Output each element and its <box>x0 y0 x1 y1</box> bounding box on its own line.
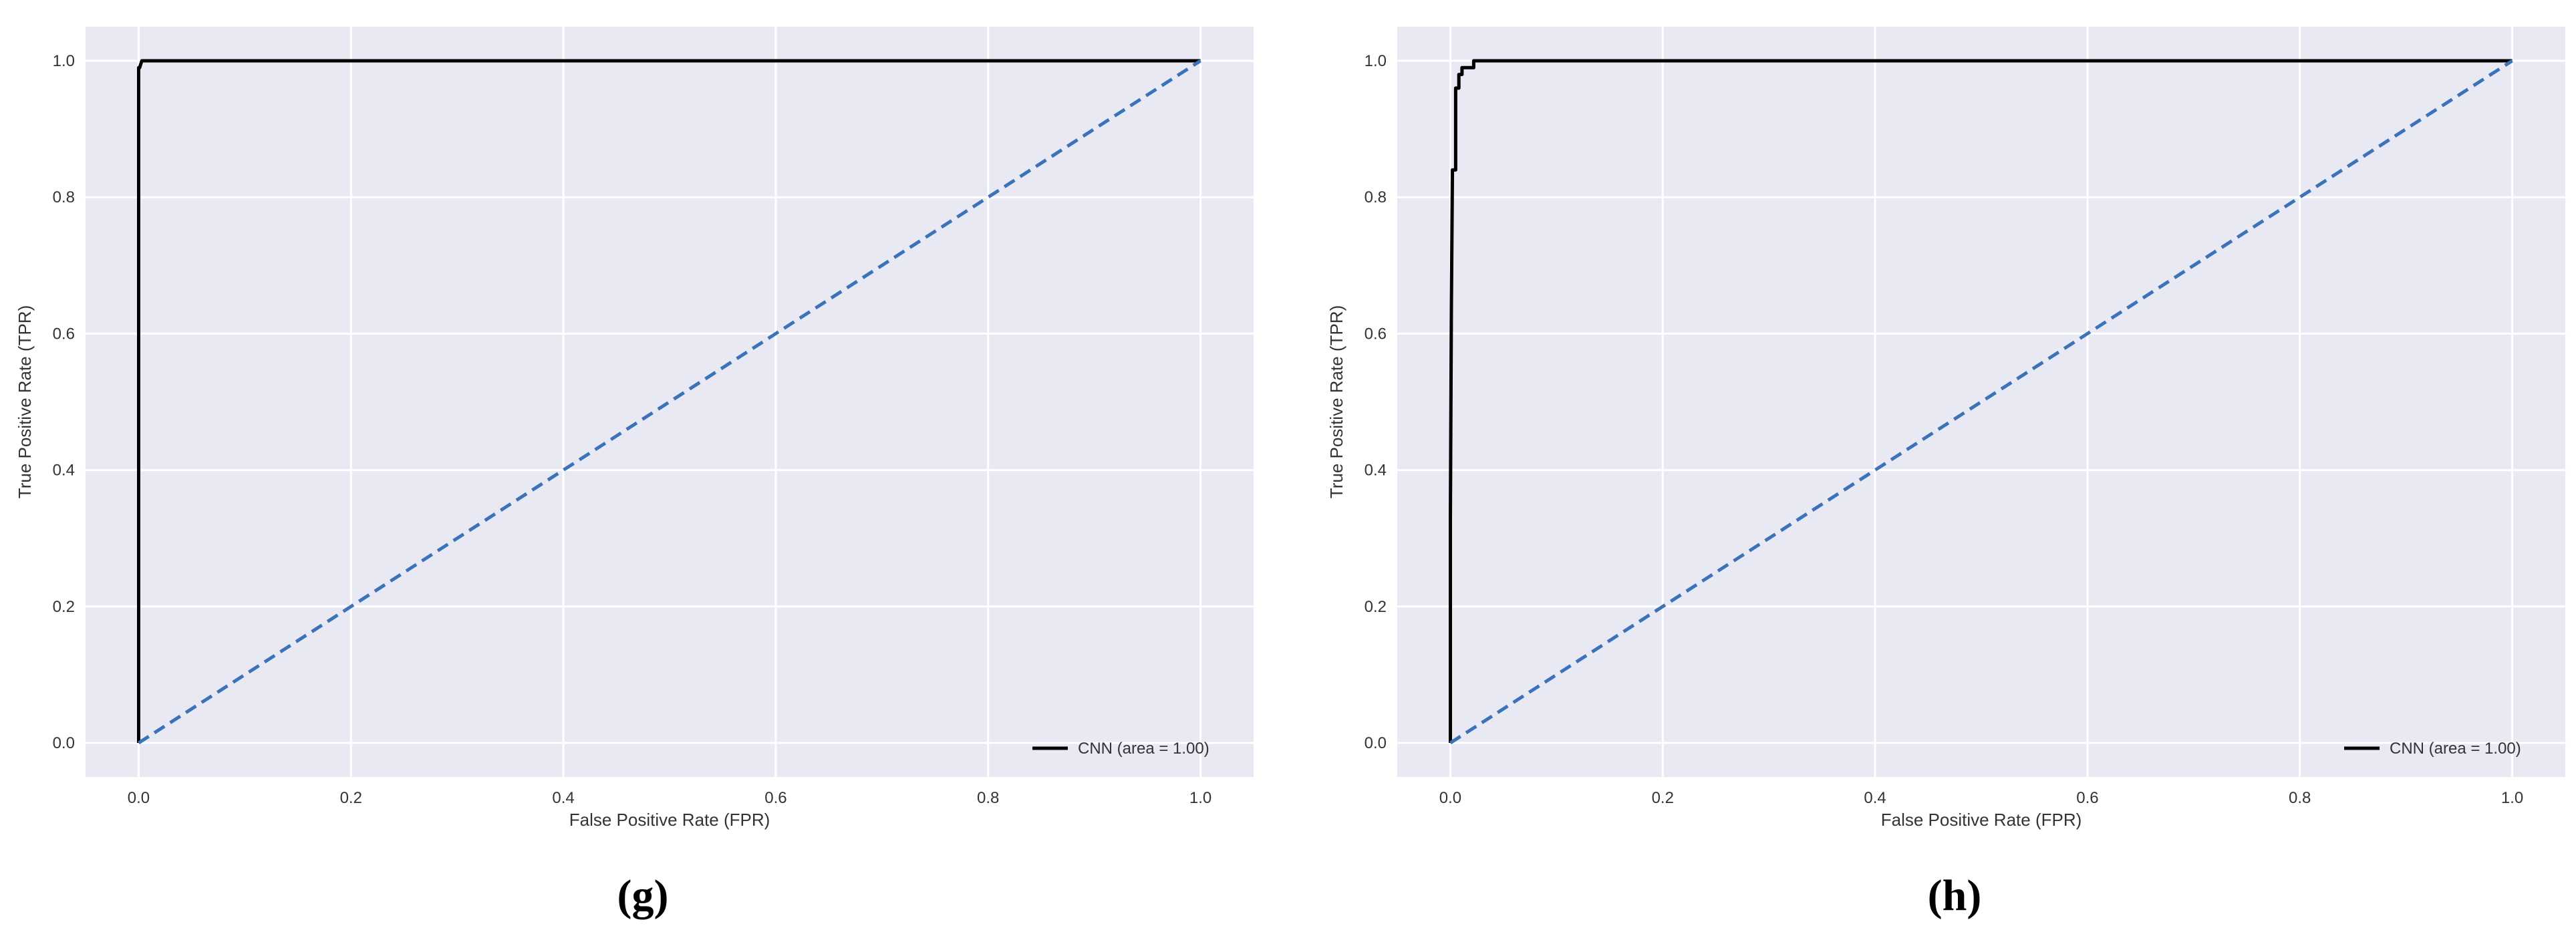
x-tick-label: 0.8 <box>2289 789 2311 807</box>
legend-label: CNN (area = 1.00) <box>1078 740 1209 758</box>
x-tick-label: 0.6 <box>764 789 786 807</box>
x-tick-label: 1.0 <box>1189 789 1211 807</box>
roc-curve-line <box>1449 59 2513 743</box>
roc-chart-g: 0.0 0.2 0.4 0.6 0.8 1.0 0.0 0.2 0.4 0.6 0.8 1.0 Fals… <box>15 27 1254 920</box>
y-tick-label: 0.0 <box>53 734 75 752</box>
y-tick-label: 0.6 <box>1365 325 1387 343</box>
x-tick-label: 0.2 <box>1652 789 1674 807</box>
x-axis-title: False Positive Rate (FPR) <box>569 810 770 830</box>
roc-panel-g: 0.0 0.2 0.4 0.6 0.8 1.0 0.0 0.2 0.4 0.6 0.8 1.0 Fals… <box>15 27 1254 920</box>
y-tick-label: 0.4 <box>53 462 75 480</box>
x-tick-label: 0.4 <box>552 789 574 807</box>
x-tick-label: 0.4 <box>1864 789 1886 807</box>
chance-diagonal-line <box>1449 59 2513 745</box>
y-tick-label: 1.0 <box>53 52 75 70</box>
x-tick-label: 1.0 <box>2501 789 2523 807</box>
y-axis-title: True Positive Rate (TPR) <box>15 305 35 498</box>
x-tick-label: 0.2 <box>340 789 362 807</box>
panel-caption: (g) <box>617 871 669 920</box>
y-tick-label: 0.2 <box>53 598 75 616</box>
plot-area <box>1397 27 2565 777</box>
y-tick-label: 0.8 <box>1365 188 1387 206</box>
roc-curve-line <box>137 59 1201 743</box>
y-axis-title: True Positive Rate (TPR) <box>1326 305 1346 498</box>
x-tick-label: 0.0 <box>128 789 150 807</box>
legend-label: CNN (area = 1.00) <box>2390 740 2521 758</box>
x-tick-label: 0.6 <box>2076 789 2098 807</box>
x-axis-title: False Positive Rate (FPR) <box>1881 810 2082 830</box>
roc-chart-h: 0.0 0.2 0.4 0.6 0.8 1.0 0.0 0.2 0.4 0.6 0.8 1.0 Fals… <box>1326 27 2565 920</box>
x-tick-label: 0.0 <box>1439 789 1461 807</box>
y-tick-label: 1.0 <box>1365 52 1387 70</box>
panel-caption: (h) <box>1928 871 1982 920</box>
roc-panel-h: 0.0 0.2 0.4 0.6 0.8 1.0 0.0 0.2 0.4 0.6 0.8 1.0 Fals… <box>1312 0 2576 948</box>
y-tick-label: 0.8 <box>53 188 75 206</box>
y-tick-label: 0.0 <box>1365 734 1387 752</box>
y-tick-label: 0.2 <box>1365 598 1387 616</box>
y-tick-label: 0.4 <box>1365 462 1387 480</box>
chance-diagonal-line <box>138 59 1201 745</box>
plot-area <box>86 27 1254 777</box>
y-tick-label: 0.6 <box>53 325 75 343</box>
x-tick-label: 0.8 <box>977 789 999 807</box>
